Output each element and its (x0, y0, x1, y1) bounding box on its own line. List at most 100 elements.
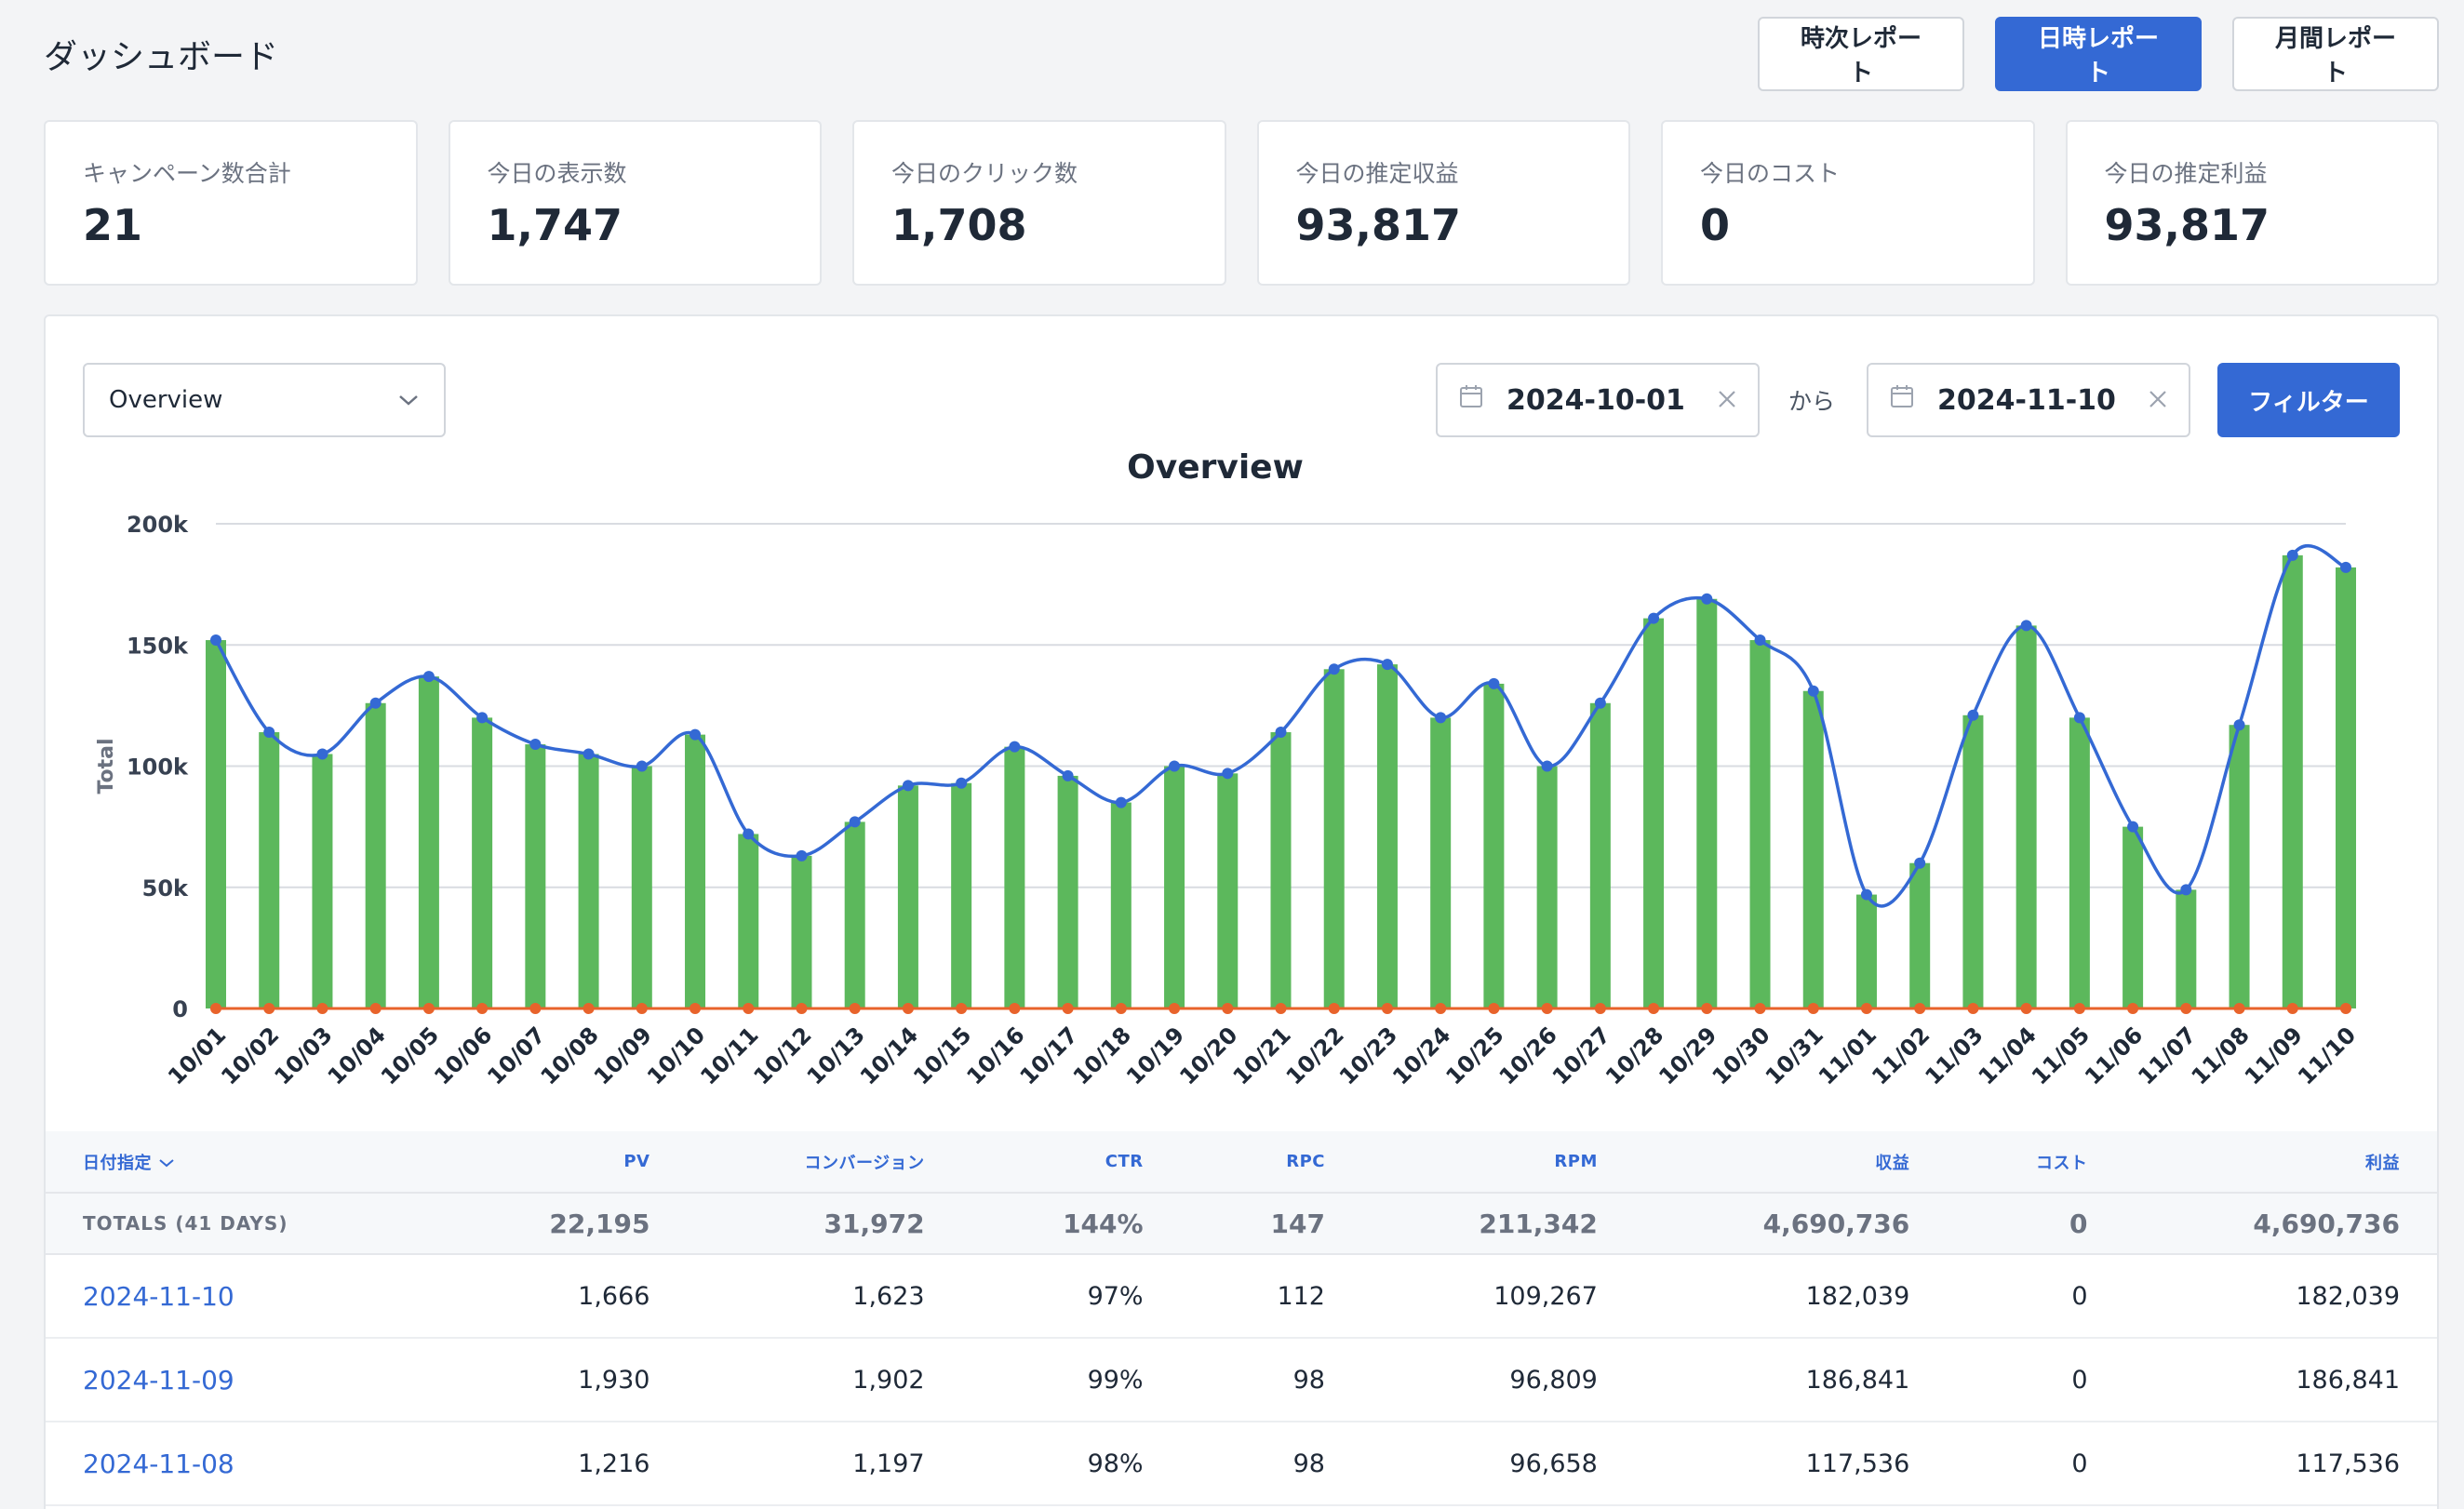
view-select[interactable]: Overview (83, 363, 446, 437)
line-point (849, 816, 861, 828)
stat-label: 今日のコスト (1700, 160, 1841, 187)
x-tick-label: 10/16 (961, 1022, 1029, 1089)
line-point (2020, 620, 2032, 632)
line-point (1860, 888, 1872, 901)
cost-point (529, 1003, 542, 1014)
stat-card-campaigns: キャンペーン数合計 21 (44, 120, 418, 286)
column-header-profit[interactable]: 利益 (2365, 1153, 2400, 1173)
x-tick-label: 10/08 (536, 1022, 604, 1089)
cost-point (263, 1003, 275, 1014)
line-point (422, 671, 435, 683)
date-link[interactable]: 2024-11-10 (83, 1280, 234, 1312)
column-header-cost[interactable]: コスト (2036, 1153, 2088, 1173)
y-tick-label: 100k (127, 754, 189, 781)
date-link[interactable]: 2024-11-09 (83, 1364, 234, 1395)
bar (1962, 714, 1984, 1008)
stat-card-impressions: 今日の表示数 1,747 (448, 120, 822, 286)
close-icon[interactable] (1717, 384, 1737, 417)
close-icon[interactable] (2148, 384, 2168, 417)
line-point (476, 712, 489, 724)
stat-value: 0 (1700, 200, 1731, 250)
table-cell: 1,216 (578, 1449, 650, 1478)
x-tick-label: 10/20 (1174, 1022, 1242, 1089)
view-select-value: Overview (109, 386, 223, 414)
overview-chart: Overview 0 50k 100k 150k 200k Total 10/01 10/02 1… (46, 437, 2437, 1090)
line-point (2286, 549, 2298, 561)
bar (685, 734, 706, 1008)
header: ダッシュボード 時次レポート 日時レポート 月間レポート (44, 17, 2439, 91)
date-to-value: 2024-11-10 (1937, 383, 2116, 417)
bar (2229, 725, 2250, 1008)
y-tick-label: 50k (142, 875, 189, 901)
bar (2069, 717, 2090, 1008)
stat-value: 93,817 (1295, 200, 1462, 250)
bar (1004, 746, 1025, 1008)
calendar-icon (1458, 383, 1484, 417)
column-header-date[interactable]: 日付指定 (46, 1131, 440, 1193)
x-tick-label: 10/17 (1015, 1022, 1083, 1089)
bar (259, 732, 280, 1008)
x-tick-label: 10/04 (323, 1022, 391, 1089)
stats-row: キャンペーン数合計 21 今日の表示数 1,747 今日のクリック数 1,708… (44, 120, 2439, 286)
line-point (1967, 709, 1979, 721)
column-header-rpm[interactable]: RPM (1554, 1152, 1598, 1171)
line-point (369, 697, 382, 709)
line-point (1754, 634, 1766, 647)
line-point (1275, 727, 1287, 739)
line-point (690, 728, 702, 741)
cost-point (369, 1003, 382, 1014)
bar (1696, 598, 1718, 1008)
x-tick-label: 10/12 (748, 1022, 816, 1089)
x-tick-label: 10/13 (802, 1022, 870, 1089)
cost-point (902, 1003, 914, 1014)
column-header-revenue[interactable]: 収益 (1875, 1153, 1910, 1173)
table-cell: 98 (1292, 1365, 1325, 1395)
bar (1376, 664, 1398, 1008)
chart-svg: Overview050k100k150k200kTotal10/0110/021… (95, 448, 2361, 1090)
bar (1589, 702, 1611, 1008)
table-cell: 186,841 (2296, 1365, 2400, 1395)
column-header-rpc[interactable]: RPC (1286, 1152, 1325, 1171)
bar (1164, 766, 1185, 1008)
line-point (1807, 685, 1819, 697)
cost-point (2340, 1003, 2351, 1014)
cost-point (1169, 1003, 1181, 1014)
x-tick-label: 10/27 (1547, 1022, 1615, 1089)
bar (1057, 775, 1078, 1008)
table-cell: 22,195 (549, 1208, 650, 1239)
table-cell: 182,039 (2296, 1281, 2400, 1311)
report-panel: Overview 2024-10-01 から 2024-11-10 フィルター … (44, 314, 2439, 1509)
stat-label: 今日のクリック数 (891, 160, 1078, 187)
column-header-ctr[interactable]: CTR (1105, 1152, 1144, 1171)
x-tick-label: 10/28 (1600, 1022, 1668, 1089)
x-tick-label: 11/02 (1867, 1022, 1935, 1089)
cost-point (316, 1003, 328, 1014)
y-tick-label: 200k (127, 512, 189, 538)
x-tick-label: 11/04 (1974, 1022, 2042, 1089)
x-tick-label: 10/30 (1707, 1022, 1775, 1089)
x-tick-label: 10/01 (163, 1022, 231, 1089)
y-axis-label: Total (95, 738, 118, 794)
date-from-input[interactable]: 2024-10-01 (1436, 363, 1760, 437)
chevron-down-icon (158, 1154, 175, 1173)
date-to-input[interactable]: 2024-11-10 (1867, 363, 2190, 437)
daily-report-button[interactable]: 日時レポート (1995, 17, 2202, 91)
x-tick-label: 10/25 (1440, 1022, 1508, 1089)
column-header-conversion[interactable]: コンバージョン (804, 1153, 925, 1173)
table-cell: 96,658 (1509, 1449, 1598, 1478)
line-point (1648, 612, 1660, 624)
cost-point (796, 1003, 808, 1014)
monthly-report-button[interactable]: 月間レポート (2232, 17, 2439, 91)
table-cell: 182,039 (1805, 1281, 1910, 1311)
hourly-report-button[interactable]: 時次レポート (1758, 17, 1964, 91)
bar (206, 640, 226, 1008)
stat-label: 今日の推定利益 (2104, 160, 2268, 187)
date-link[interactable]: 2024-11-08 (83, 1448, 234, 1479)
cost-point (1381, 1003, 1393, 1014)
table-cell: 31,972 (824, 1208, 925, 1239)
filter-button[interactable]: フィルター (2217, 363, 2400, 437)
cost-point (1488, 1003, 1500, 1014)
x-tick-label: 10/23 (1334, 1022, 1402, 1089)
column-header-pv[interactable]: PV (623, 1152, 650, 1171)
table-cell: 98 (1292, 1449, 1325, 1478)
